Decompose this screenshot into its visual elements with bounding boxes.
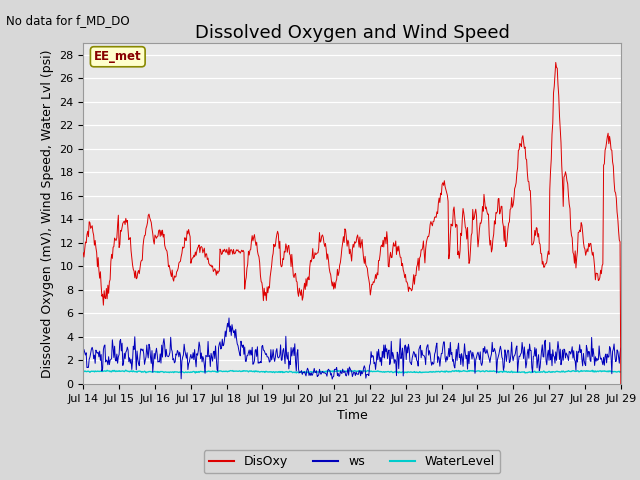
- WaterLevel: [200, 369, 207, 375]
- DisOxy: [199, 250, 207, 256]
- WaterLevel: [400, 370, 408, 376]
- DisOxy: [145, 213, 152, 218]
- ws: [617, 345, 625, 351]
- WaterLevel: [89, 368, 97, 374]
- Text: No data for f_MD_DO: No data for f_MD_DO: [6, 14, 130, 27]
- Line: WaterLevel: WaterLevel: [83, 370, 621, 373]
- DisOxy: [617, 381, 625, 387]
- ws: [225, 315, 233, 321]
- ws: [328, 376, 336, 382]
- ws: [199, 354, 207, 360]
- DisOxy: [89, 229, 97, 235]
- Y-axis label: Dissolved Oxygen (mV), Wind Speed, Water Lvl (psi): Dissolved Oxygen (mV), Wind Speed, Water…: [41, 49, 54, 378]
- DisOxy: [79, 250, 87, 255]
- ws: [89, 348, 97, 353]
- Text: EE_met: EE_met: [94, 50, 141, 63]
- WaterLevel: [617, 369, 625, 375]
- ws: [419, 352, 426, 358]
- WaterLevel: [79, 369, 87, 374]
- WaterLevel: [145, 369, 153, 374]
- X-axis label: Time: Time: [337, 409, 367, 422]
- WaterLevel: [419, 369, 426, 375]
- ws: [79, 352, 87, 358]
- DisOxy: [227, 247, 235, 252]
- WaterLevel: [228, 368, 236, 374]
- ws: [145, 355, 152, 361]
- WaterLevel: [435, 369, 442, 374]
- Line: DisOxy: DisOxy: [83, 62, 621, 384]
- Title: Dissolved Oxygen and Wind Speed: Dissolved Oxygen and Wind Speed: [195, 24, 509, 42]
- ws: [228, 322, 236, 327]
- ws: [435, 354, 442, 360]
- Legend: DisOxy, ws, WaterLevel: DisOxy, ws, WaterLevel: [204, 450, 500, 473]
- Line: ws: ws: [83, 318, 621, 379]
- DisOxy: [552, 60, 559, 65]
- DisOxy: [417, 247, 425, 252]
- DisOxy: [433, 209, 441, 215]
- WaterLevel: [122, 367, 130, 373]
